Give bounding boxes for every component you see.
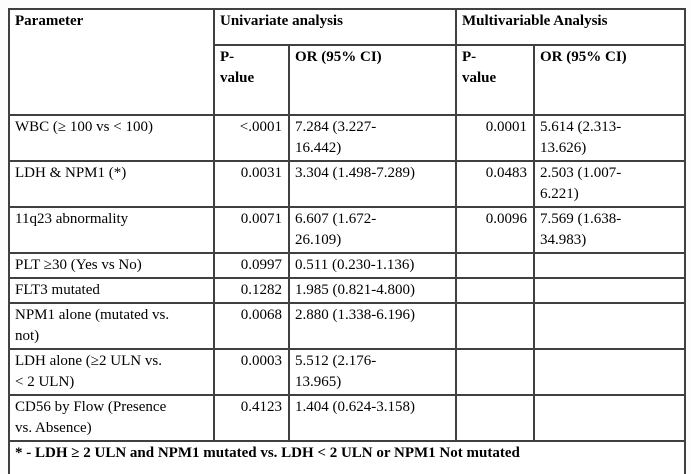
multi-or-cell: 5.614 (2.313- 13.626) [533, 114, 686, 162]
uni-pvalue-cell: 0.0997 [213, 252, 290, 279]
table-row: NPM1 alone (mutated vs. not) 0.0068 2.88… [8, 302, 686, 350]
multi-pvalue-cell [455, 348, 535, 396]
parameter-cell: LDH alone (≥2 ULN vs. < 2 ULN) [8, 348, 215, 396]
column-group-multivariable: Multivariable Analysis [455, 8, 686, 46]
uni-pvalue-cell: 0.0003 [213, 348, 290, 396]
column-header-multi-or: OR (95% CI) [533, 44, 686, 116]
column-header-parameter: Parameter [8, 8, 215, 116]
multi-pvalue-cell [455, 252, 535, 279]
multi-pvalue-cell: 0.0483 [455, 160, 535, 208]
uni-or-cell: 7.284 (3.227- 16.442) [288, 114, 457, 162]
uni-or-cell: 6.607 (1.672- 26.109) [288, 206, 457, 254]
parameter-cell: FLT3 mutated [8, 277, 215, 304]
table-row: LDH & NPM1 (*) 0.0031 3.304 (1.498-7.289… [8, 160, 686, 208]
multi-pvalue-cell [455, 302, 535, 350]
uni-or-cell: 0.511 (0.230-1.136) [288, 252, 457, 279]
analysis-table: Parameter Univariate analysis Multivaria… [8, 8, 686, 474]
table-row: 11q23 abnormality 0.0071 6.607 (1.672- 2… [8, 206, 686, 254]
uni-pvalue-cell: 0.0031 [213, 160, 290, 208]
uni-or-cell: 1.404 (0.624-3.158) [288, 394, 457, 442]
uni-pvalue-cell: 0.4123 [213, 394, 290, 442]
uni-or-cell: 3.304 (1.498-7.289) [288, 160, 457, 208]
parameter-cell: WBC (≥ 100 vs < 100) [8, 114, 215, 162]
multi-or-cell [533, 394, 686, 442]
multi-pvalue-cell: 0.0001 [455, 114, 535, 162]
parameter-cell: PLT ≥30 (Yes vs No) [8, 252, 215, 279]
uni-or-cell: 1.985 (0.821-4.800) [288, 277, 457, 304]
column-header-uni-or: OR (95% CI) [288, 44, 457, 116]
table-row: CD56 by Flow (Presence vs. Absence) 0.41… [8, 394, 686, 442]
multi-pvalue-cell [455, 277, 535, 304]
uni-pvalue-cell: <.0001 [213, 114, 290, 162]
column-header-multi-pvalue: P- value [455, 44, 535, 116]
uni-pvalue-cell: 0.1282 [213, 277, 290, 304]
table-row: FLT3 mutated 0.1282 1.985 (0.821-4.800) [8, 277, 686, 304]
multi-or-cell [533, 302, 686, 350]
uni-pvalue-cell: 0.0068 [213, 302, 290, 350]
multi-or-cell: 7.569 (1.638- 34.983) [533, 206, 686, 254]
multi-pvalue-cell [455, 394, 535, 442]
footnote-row: * - LDH ≥ 2 ULN and NPM1 mutated vs. LDH… [8, 440, 686, 474]
multi-or-cell [533, 277, 686, 304]
uni-or-cell: 2.880 (1.338-6.196) [288, 302, 457, 350]
header-group-row: Parameter Univariate analysis Multivaria… [8, 8, 686, 116]
uni-pvalue-cell: 0.0071 [213, 206, 290, 254]
multi-pvalue-cell: 0.0096 [455, 206, 535, 254]
column-header-uni-pvalue: P- value [213, 44, 290, 116]
uni-or-cell: 5.512 (2.176- 13.965) [288, 348, 457, 396]
multi-or-cell: 2.503 (1.007- 6.221) [533, 160, 686, 208]
table-footnote: * - LDH ≥ 2 ULN and NPM1 mutated vs. LDH… [8, 440, 686, 474]
multi-or-cell [533, 252, 686, 279]
table-row: LDH alone (≥2 ULN vs. < 2 ULN) 0.0003 5.… [8, 348, 686, 396]
parameter-cell: CD56 by Flow (Presence vs. Absence) [8, 394, 215, 442]
multi-or-cell [533, 348, 686, 396]
parameter-cell: LDH & NPM1 (*) [8, 160, 215, 208]
column-group-univariate: Univariate analysis [213, 8, 457, 46]
table-row: PLT ≥30 (Yes vs No) 0.0997 0.511 (0.230-… [8, 252, 686, 279]
parameter-cell: 11q23 abnormality [8, 206, 215, 254]
table-row: WBC (≥ 100 vs < 100) <.0001 7.284 (3.227… [8, 114, 686, 162]
header-sub-row: P- value OR (95% CI) P- value OR (95% CI… [9, 44, 686, 116]
parameter-cell: NPM1 alone (mutated vs. not) [8, 302, 215, 350]
